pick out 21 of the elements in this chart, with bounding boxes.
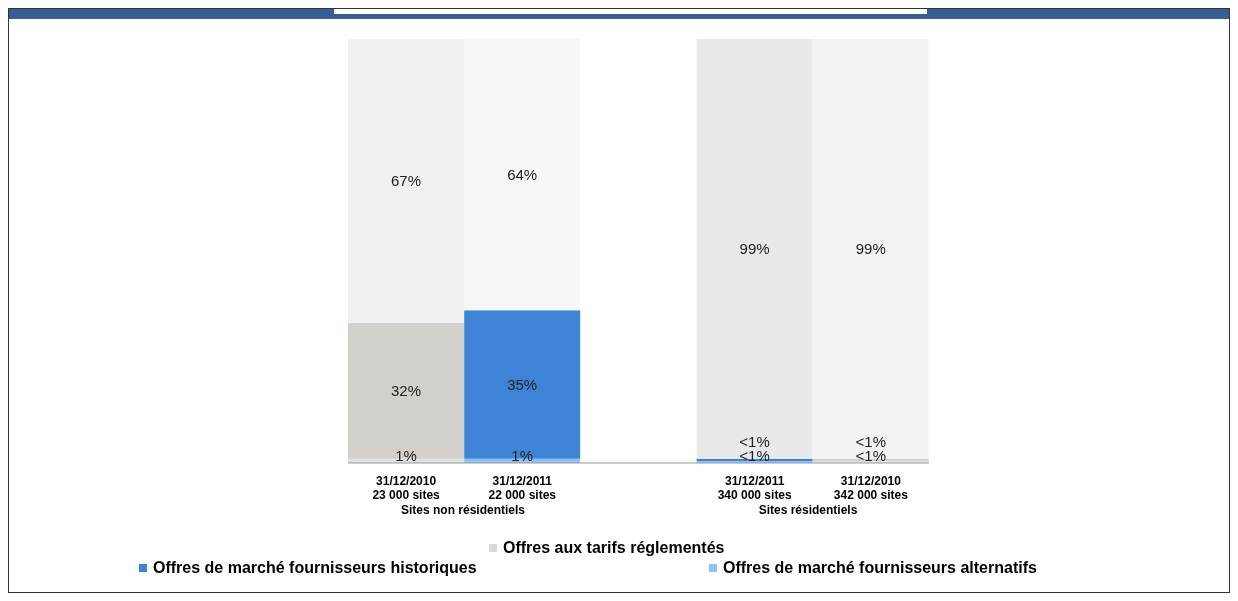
x-tick-label: 31/12/2011 340 000 sites: [717, 474, 793, 502]
x-tick-label: 31/12/2010 23 000 sites: [372, 474, 441, 502]
text: Sites résidentiels: [757, 503, 859, 517]
legend-label: Offres de marché fournisseurs alternatifs: [722, 559, 1037, 577]
data-label: 32%: [390, 381, 422, 399]
data-label: 99%: [855, 239, 886, 257]
data-label: 1%: [511, 447, 534, 464]
x-tick-label: 31/12/2010 342 000 sites: [833, 474, 909, 502]
data-label: <1%: [855, 447, 887, 464]
data-label: 99%: [739, 239, 770, 257]
data-label: 67%: [390, 172, 422, 190]
text: Sites non résidentiels: [399, 503, 526, 517]
data-label: <1%: [739, 432, 770, 450]
data-label: 1%: [395, 447, 417, 464]
legend-label: Offres aux tarifs réglementés: [502, 539, 725, 557]
bar: [348, 323, 464, 459]
data-label: <1%: [855, 432, 887, 450]
legend-label: Offres de marché fournisseurs historiques: [152, 559, 477, 577]
data-label: 64%: [507, 165, 538, 183]
data-label: 35%: [507, 375, 538, 393]
x-tick-label: 31/12/2011 22 000 sites: [488, 474, 557, 502]
